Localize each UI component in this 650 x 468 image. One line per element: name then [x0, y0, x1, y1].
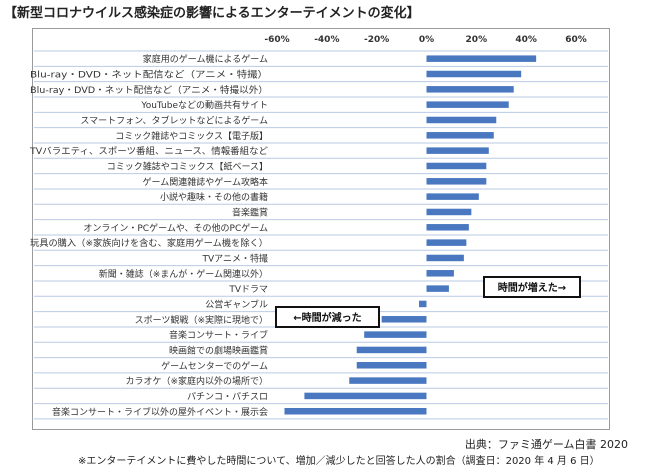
category-label: オンライン・PCゲームや、その他のPCゲーム [83, 222, 268, 234]
chart-title: 【新型コロナウイルス感染症の影響によるエンターテイメントの変化】 [4, 6, 420, 21]
bar [349, 377, 427, 384]
bar [364, 331, 427, 338]
bar [426, 132, 494, 139]
category-label: パチンコ・パチスロ [187, 391, 268, 402]
x-tick-label: 60% [565, 35, 587, 45]
category-label: 音楽コンサート・ライブ [169, 329, 268, 341]
x-tick-label: 20% [466, 35, 488, 45]
bar [426, 193, 479, 200]
category-label: スポーツ観戦（※実際に現地で） [135, 314, 268, 326]
bar [426, 116, 497, 124]
category-label: TVアニメ・特撮 [202, 252, 268, 264]
bar [426, 147, 489, 154]
bar [426, 70, 522, 78]
category-label: 玩具の購入（※家族向けを含む、家庭用ゲーム機を除く） [30, 237, 268, 249]
bar [426, 162, 487, 170]
x-tick-label: 0% [419, 35, 434, 45]
x-tick-label: -20% [364, 35, 389, 45]
increase-annotation-label: 時間が増えた→ [498, 281, 566, 294]
bar [419, 300, 427, 308]
category-label: ゲーム関連雑誌やゲーム攻略本 [143, 176, 268, 188]
category-label: コミック雑誌やコミックス【電子版】 [115, 130, 268, 142]
category-label: 家庭用のゲーム機によるゲーム [143, 53, 268, 65]
decrease-annotation-box [275, 306, 380, 328]
category-label: カラオケ（※家庭内以外の場所で） [125, 375, 268, 387]
source-note: 出典：ファミ通ゲーム白書 2020 [464, 438, 628, 451]
bar [356, 362, 427, 369]
bar [356, 346, 427, 354]
category-label: 音楽コンサート・ライブ以外の屋外イベント・展示会 [52, 406, 268, 418]
category-label: 新聞・雑誌（※まんが・ゲーム関連以外） [99, 268, 268, 280]
category-label: 小説や趣味・その他の書籍 [160, 191, 268, 203]
x-tick-label: -40% [314, 35, 339, 45]
bar [426, 224, 469, 231]
category-label: TVバラエティ、スポーツ番組、ニュース、情報番組など [29, 145, 268, 157]
bar [381, 316, 427, 323]
bar [426, 178, 487, 185]
bar [426, 270, 454, 277]
bar [426, 254, 464, 262]
x-tick-label: 40% [515, 35, 537, 45]
bar [426, 55, 537, 62]
plot-area-frame [32, 28, 610, 430]
bar [426, 86, 514, 93]
category-label: Blu-ray・DVD・ネット配信など（アニメ・特撮） [30, 68, 268, 80]
survey-footnote: ※エンターテイメントに費やした時間について、増加／減少したと回答した人の割合（調… [78, 456, 600, 467]
category-label: ゲームセンターでのゲーム [161, 360, 268, 372]
category-label: YouTubeなどの動画共有サイト [140, 99, 268, 111]
bar [304, 392, 427, 400]
decrease-annotation-label: ←時間が減った [293, 311, 361, 324]
category-label: 音楽鑑賞 [232, 206, 268, 218]
bar [426, 208, 472, 216]
category-label: TVドラマ [228, 284, 268, 295]
bar [426, 285, 449, 292]
increase-annotation-box [483, 276, 581, 298]
bar [284, 408, 427, 415]
bar [426, 101, 509, 108]
bar [426, 239, 467, 246]
category-label: Blu-ray・DVD・ネット配信など（アニメ・特撮以外） [30, 84, 268, 96]
category-label: 公営ギャンブル [205, 298, 268, 310]
category-label: 映画館での劇場映画鑑賞 [169, 344, 268, 356]
category-label: スマートフォン、タブレットなどによるゲーム [80, 114, 268, 126]
category-label: コミック雑誌やコミックス【紙ベース】 [107, 160, 268, 172]
x-tick-label: -60% [264, 35, 289, 45]
